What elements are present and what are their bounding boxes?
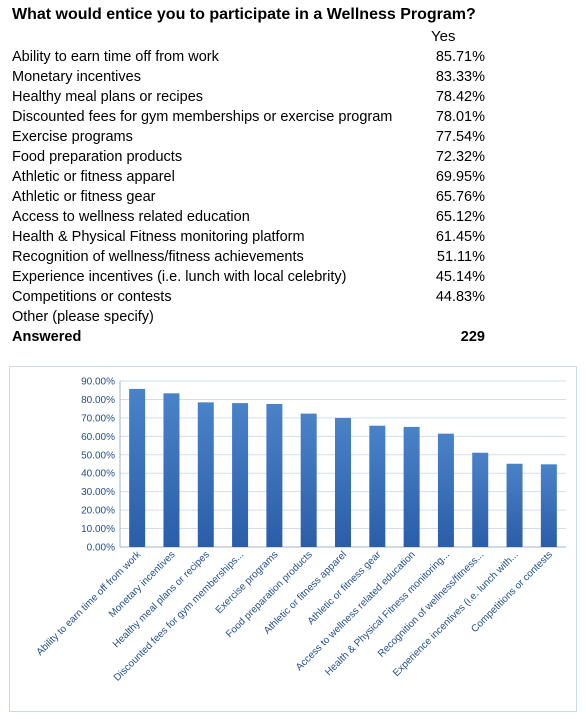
bar bbox=[369, 425, 386, 547]
x-tick-label: Monetary incentives bbox=[107, 549, 178, 620]
y-tick-label: 70.00% bbox=[81, 413, 115, 424]
table-row: Athletic or fitness gear 65.76% bbox=[12, 187, 485, 207]
bar-chart-panel: 0.00% 10.00% 20.00% 30.00% 40.00% 50.00% 60.00… bbox=[9, 366, 577, 712]
survey-results-table: Ability to earn time off from work 85.71%… bbox=[12, 47, 485, 347]
bar bbox=[403, 426, 420, 547]
row-value: 44.83% bbox=[435, 289, 485, 305]
y-tick-label: 50.00% bbox=[81, 450, 115, 461]
y-tick-label: 80.00% bbox=[81, 395, 115, 406]
table-row: Ability to earn time off from work 85.71% bbox=[12, 47, 485, 67]
row-value: 45.14% bbox=[435, 269, 485, 285]
row-value: 72.32% bbox=[435, 149, 485, 165]
bar bbox=[163, 393, 180, 547]
bar bbox=[335, 417, 351, 547]
row-value: 77.54% bbox=[435, 129, 485, 145]
bar bbox=[300, 413, 317, 547]
y-tick-label: 90.00% bbox=[81, 377, 115, 388]
x-tick-label: Exercise programs bbox=[214, 549, 281, 616]
row-value: 69.95% bbox=[435, 169, 485, 185]
row-label: Access to wellness related education bbox=[12, 209, 250, 225]
y-tick-label: 20.00% bbox=[81, 506, 115, 517]
row-value: 78.42% bbox=[435, 89, 485, 105]
row-label: Exercise programs bbox=[12, 129, 133, 145]
y-tick-label: 10.00% bbox=[81, 524, 115, 535]
answered-row: Answered 229 bbox=[12, 327, 485, 347]
survey-title: What would entice you to participate in … bbox=[12, 6, 476, 23]
bar bbox=[472, 452, 489, 547]
x-tick-label: Discounted fees for gym memberships... bbox=[112, 549, 246, 683]
row-value: 61.45% bbox=[435, 229, 485, 245]
y-tick-label: 30.00% bbox=[81, 487, 115, 498]
row-label: Competitions or contests bbox=[12, 289, 172, 305]
bar bbox=[506, 463, 523, 547]
table-row: Recognition of wellness/fitness achievem… bbox=[12, 247, 485, 267]
row-label: Athletic or fitness apparel bbox=[12, 169, 175, 185]
row-label: Discounted fees for gym memberships or e… bbox=[12, 109, 393, 125]
table-row: Other (please specify) bbox=[12, 307, 485, 327]
y-tick-label: 40.00% bbox=[81, 469, 115, 480]
bar-chart: 0.00% 10.00% 20.00% 30.00% 40.00% 50.00% 60.00… bbox=[35, 377, 566, 684]
bar bbox=[197, 402, 214, 547]
answered-label: Answered bbox=[12, 329, 82, 345]
x-tick-label: Health & Physical Fitness monitoring... bbox=[323, 549, 452, 678]
row-label: Ability to earn time off from work bbox=[12, 49, 219, 65]
table-row: Health & Physical Fitness monitoring pla… bbox=[12, 227, 485, 247]
row-label: Athletic or fitness gear bbox=[12, 189, 156, 205]
row-value: 65.12% bbox=[435, 209, 485, 225]
table-row: Athletic or fitness apparel 69.95% bbox=[12, 167, 485, 187]
bar bbox=[232, 403, 249, 547]
table-row: Food preparation products 72.32% bbox=[12, 147, 485, 167]
table-row: Exercise programs 77.54% bbox=[12, 127, 485, 147]
bar bbox=[437, 433, 454, 547]
row-label: Healthy meal plans or recipes bbox=[12, 89, 204, 105]
bar bbox=[266, 403, 283, 547]
row-label: Experience incentives (i.e. lunch with l… bbox=[12, 269, 347, 285]
table-row: Healthy meal plans or recipes 78.42% bbox=[12, 87, 485, 107]
row-label: Recognition of wellness/fitness achievem… bbox=[12, 249, 304, 265]
row-value bbox=[423, 307, 485, 327]
row-label: Monetary incentives bbox=[12, 69, 141, 85]
answered-count: 229 bbox=[460, 329, 485, 345]
row-label: Other (please specify) bbox=[12, 309, 154, 325]
x-tick-label: Experience incentives (i.e. lunch with..… bbox=[391, 549, 521, 679]
yes-column-header: Yes bbox=[431, 28, 456, 45]
row-value: 78.01% bbox=[435, 109, 485, 125]
y-tick-label: 0.00% bbox=[87, 543, 115, 554]
bar bbox=[129, 388, 146, 547]
table-row: Experience incentives (i.e. lunch with l… bbox=[12, 267, 485, 287]
row-value: 85.71% bbox=[435, 49, 485, 65]
table-row: Discounted fees for gym memberships or e… bbox=[12, 107, 485, 127]
table-row: Access to wellness related education 65.1… bbox=[12, 207, 485, 227]
bar bbox=[540, 464, 557, 547]
table-row: Monetary incentives 83.33% bbox=[12, 67, 485, 87]
row-value: 51.11% bbox=[436, 249, 485, 265]
row-label: Food preparation products bbox=[12, 149, 183, 165]
table-row: Competitions or contests 44.83% bbox=[12, 287, 485, 307]
y-tick-label: 60.00% bbox=[81, 432, 115, 443]
row-label: Health & Physical Fitness monitoring pla… bbox=[12, 229, 305, 245]
row-value: 83.33% bbox=[435, 69, 485, 85]
row-value: 65.76% bbox=[435, 189, 485, 205]
